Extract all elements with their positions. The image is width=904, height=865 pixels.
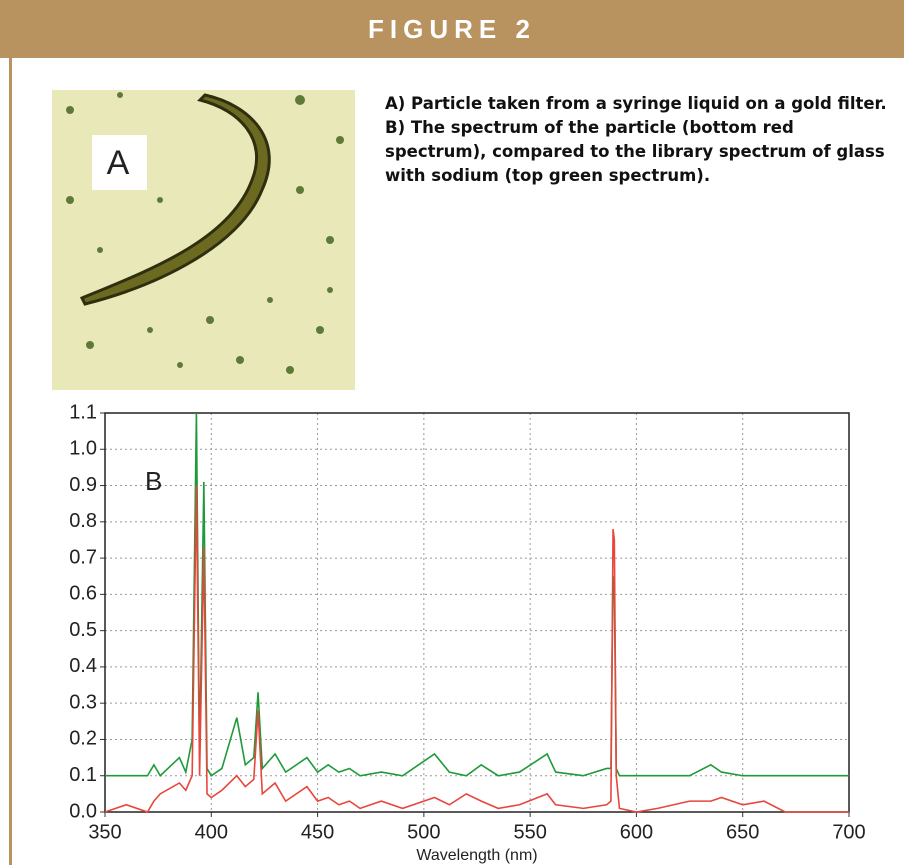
x-tick-label: 350: [88, 821, 121, 843]
x-tick-label: 550: [513, 821, 546, 843]
image-label: A: [107, 144, 130, 182]
figure: A 0.0 0.1 0.2 0.3 0.4 0.5 0.6 0.7 0.8 0.9 1.0 1.1 35…: [0, 0, 904, 865]
y-tick-label: 1.0: [69, 438, 97, 460]
y-tick-label: 0.5: [69, 619, 97, 641]
x-tick-label: 650: [726, 821, 759, 843]
y-tick-label: 0.7: [69, 546, 97, 568]
x-axis-label: Wavelength (nm): [416, 847, 537, 864]
y-tick-label: 0.8: [69, 510, 97, 532]
plot-area: [105, 413, 849, 812]
x-tick-label: 500: [407, 821, 440, 843]
y-tick-label: 0.3: [69, 691, 97, 713]
y-tick-label: 0.9: [69, 474, 97, 496]
x-tick-label: 600: [620, 821, 653, 843]
y-tick-label: 0.6: [69, 583, 97, 605]
panel-label: B: [145, 466, 162, 496]
y-tick-label: 0.4: [69, 655, 97, 677]
y-tick-label: 0.2: [69, 728, 97, 750]
y-tick-label: 0.0: [69, 800, 97, 822]
y-tick-label: 1.1: [69, 401, 97, 423]
x-tick-label: 700: [832, 821, 865, 843]
photo: A: [52, 90, 355, 390]
chart: 0.0 0.1 0.2 0.3 0.4 0.5 0.6 0.7 0.8 0.9 1.0 1.1 350 4…: [69, 401, 866, 864]
page: FIGURE 2 A) Particle taken from a syring…: [0, 0, 904, 865]
x-tick-label: 450: [301, 821, 334, 843]
y-tick-label: 0.1: [69, 764, 97, 786]
x-tick-label: 400: [195, 821, 228, 843]
